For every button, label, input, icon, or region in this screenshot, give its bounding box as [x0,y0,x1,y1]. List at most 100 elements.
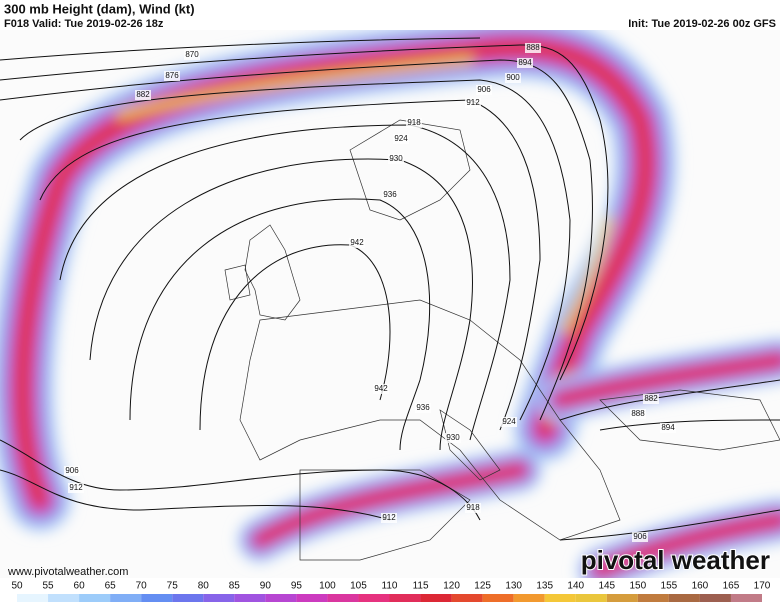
contour-label: 888 [526,43,540,52]
contour-label-bg [632,532,648,542]
colorbar-cell [172,594,204,602]
contour-label: 906 [477,85,491,94]
colorbar-tick-label: 105 [350,581,367,592]
colorbar-cell [110,594,142,602]
contour-label-bg [501,417,517,427]
colorbar-tick-label: 65 [105,581,117,592]
contour-label: 906 [65,466,79,475]
colorbar-cell [358,594,390,602]
colorbar-cell [48,594,80,602]
contour-label: 888 [631,409,645,418]
colorbar-cell [668,594,700,602]
contour-label-bg [465,503,481,513]
colorbar-tick-label: 110 [382,581,398,592]
jet-core [116,56,474,119]
colorbar-tick-label: 165 [723,581,740,592]
colorbar-tick-label: 150 [629,581,646,592]
contour-label: 918 [407,118,421,127]
colorbar-cell [17,594,49,602]
height-contours [0,37,780,541]
map-area: 870 876 882 888 894 900 906 912 918 924 930 936 942 9… [0,30,780,578]
contour-label: 882 [644,394,658,403]
colorbar-cell [389,594,421,602]
colorbar-cell [265,594,297,602]
valid-time: F018 Valid: Tue 2019-02-26 18z [4,18,164,30]
colorbar-tick-label: 170 [754,581,771,592]
jet-band [594,514,780,576]
watermark: pivotal weather [581,545,770,575]
colorbar-tick-label: 140 [567,581,584,592]
colorbar-tick-label: 155 [661,581,678,592]
colorbar-tick-label: 120 [443,581,460,592]
contour-label: 924 [394,134,408,143]
colorbar-cell [451,594,483,602]
colorbar-tick-label: 95 [291,581,303,592]
colorbar-cell [79,594,111,602]
contour-label: 882 [136,90,150,99]
colorbar-tick-label: 75 [167,581,179,592]
contour-label-bg [465,98,481,108]
colorbar-cell [482,594,514,602]
contour-label: 924 [502,417,516,426]
contour-label-bg [68,483,84,493]
contour-label-bg [525,43,541,53]
contour-label: 912 [382,513,396,522]
contour-label: 936 [383,190,397,199]
colorbar-tick-label: 130 [505,581,522,592]
contour-label: 900 [506,73,520,82]
contour-label: 912 [69,483,83,492]
jet-band [254,464,526,546]
contour-label-bg [517,58,533,68]
colorbar-cell [575,594,607,602]
colorbar-cell [327,594,359,602]
contour-label: 942 [350,238,364,247]
colorbar-cell [544,594,576,602]
contour-label-bg [445,433,461,443]
colorbar-tick-label: 85 [229,581,241,592]
contour-label: 942 [374,384,388,393]
contour-label-bg [164,71,180,81]
contour-label-bg [476,85,492,95]
contour-labels: 870 876 882 888 894 900 906 912 918 924 930 936 942 9… [64,43,676,542]
contour-label-bg [184,50,200,60]
contour-label-bg [643,394,659,404]
colorbar-tick-label: 60 [74,581,86,592]
contour-label-bg [505,73,521,83]
contour-label-bg [381,513,397,523]
contour-label-bg [630,409,646,419]
contour-label: 894 [518,58,532,67]
colorbar-cell [296,594,328,602]
colorbar-tick-label: 160 [692,581,709,592]
colorbar-cell [637,594,669,602]
colorbar-tick-label: 80 [198,581,210,592]
map-title: 300 mb Height (dam), Wind (kt) [4,1,195,16]
colorbar-tick-label: 50 [11,581,23,592]
contour-label-bg [415,403,431,413]
contour-label: 930 [389,154,403,163]
contour-label-bg [382,190,398,200]
colorbar-tick-label: 125 [474,581,491,592]
contour-label: 930 [446,433,460,442]
init-time: Init: Tue 2019-02-26 00z GFS [628,18,776,30]
contour-label: 936 [416,403,430,412]
contour-label: 876 [165,71,179,80]
colorbar-cell [699,594,731,602]
contour-label-bg [64,466,80,476]
colorbar-tick-label: 100 [319,581,336,592]
colorbar-cell [234,594,266,602]
jet-band [554,354,780,406]
colorbar-cell [606,594,638,602]
colorbar-tick-label: 70 [136,581,148,592]
colorbar-tick-label: 135 [536,581,553,592]
colorbar-cell [730,594,762,602]
colorbar-cell [420,594,452,602]
colorbar-tick-label: 90 [260,581,272,592]
contour-label: 912 [466,98,480,107]
contour-label-bg [660,423,676,433]
contour-label: 918 [466,503,480,512]
colorbar: 50 55 60 65 70 75 80 85 90 95 100 105 110 115 120 125 13… [11,581,771,602]
jet-band [15,40,653,508]
contour-label: 894 [661,423,675,432]
contour-label: 870 [185,50,199,59]
colorbar-tick-label: 145 [598,581,615,592]
